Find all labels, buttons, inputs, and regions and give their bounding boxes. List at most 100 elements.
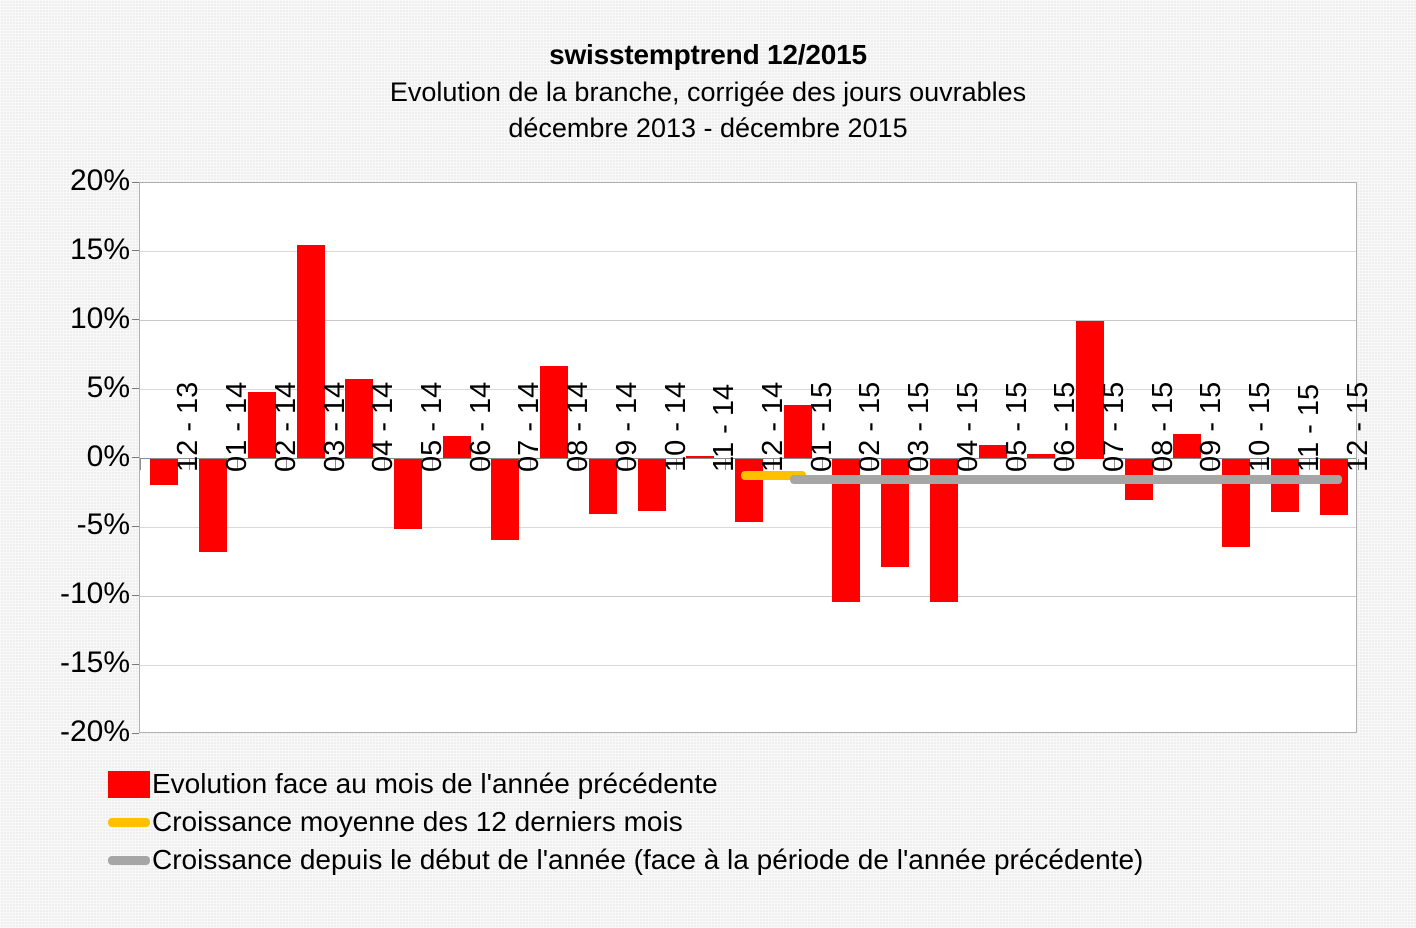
- x-axis-category-label: 01 - 14: [221, 381, 254, 472]
- x-axis-tick: [919, 458, 921, 470]
- y-axis-tick: [132, 525, 139, 527]
- x-axis-tick: [773, 458, 775, 470]
- gridline: [140, 595, 1356, 597]
- y-axis-tick-label: 5%: [86, 370, 130, 404]
- x-axis-tick: [1114, 458, 1116, 470]
- bar: [978, 444, 1007, 459]
- legend-swatch: [106, 769, 152, 799]
- x-axis-tick: [481, 458, 483, 470]
- gridline: [140, 389, 1356, 391]
- x-axis-tick: [140, 458, 141, 470]
- x-axis-category-label: 07 - 14: [513, 381, 546, 472]
- bar: [393, 458, 422, 529]
- bar: [491, 458, 520, 540]
- x-axis-tick: [1211, 458, 1213, 470]
- legend-item[interactable]: Evolution face au mois de l'année précéd…: [106, 766, 1386, 802]
- bar: [783, 404, 812, 459]
- x-axis-tick: [870, 458, 872, 470]
- y-axis-labels: 20% 15% 10% 5% 0% -5% -10% -15% -20%: [0, 0, 130, 928]
- bar: [1319, 458, 1348, 515]
- x-axis-tick: [578, 458, 580, 470]
- y-axis-tick: [132, 319, 139, 321]
- legend-item[interactable]: Croissance moyenne des 12 derniers mois: [106, 804, 1386, 840]
- x-axis-category-label: 05 - 15: [1000, 381, 1033, 472]
- x-axis-tick: [286, 458, 288, 470]
- legend-swatch: [106, 845, 152, 875]
- legend-item-label: Croissance moyenne des 12 derniers mois: [152, 806, 683, 837]
- legend-line-swatch-icon: [108, 817, 150, 827]
- bar: [199, 458, 228, 553]
- y-axis-tick: [132, 181, 139, 183]
- y-axis-tick-label: -20%: [59, 715, 130, 748]
- y-axis-tick: [132, 732, 139, 734]
- x-axis-tick: [237, 458, 239, 470]
- legend-line-swatch-icon: [108, 855, 150, 865]
- y-axis-tick: [132, 250, 139, 252]
- x-axis-tick: [627, 458, 629, 470]
- legend-swatch: [106, 807, 152, 837]
- legend-item-label: Evolution face au mois de l'année précéd…: [152, 768, 718, 799]
- legend-bar-swatch-icon: [108, 770, 150, 798]
- x-axis-tick: [968, 458, 970, 470]
- x-axis-category-label: 08 - 14: [562, 381, 595, 472]
- bar: [1076, 320, 1105, 459]
- bar: [296, 244, 325, 459]
- bar: [150, 458, 179, 485]
- x-axis-tick: [1358, 458, 1359, 470]
- bar: [1270, 458, 1299, 513]
- y-axis-tick-label: 10%: [69, 301, 130, 335]
- chart-titles: swisstemptrend 12/2015 Evolution de la b…: [0, 36, 1416, 146]
- x-axis-category-label: 10 - 14: [659, 381, 692, 472]
- x-axis-category-label: 04 - 14: [367, 381, 400, 472]
- x-axis-category-label: 03 - 14: [318, 381, 351, 472]
- gridline: [140, 526, 1356, 528]
- x-axis-category-label: 03 - 15: [903, 381, 936, 472]
- x-axis-category-label: 11 - 14: [708, 383, 741, 472]
- x-axis-tick: [334, 458, 336, 470]
- chart-subtitle-1: Evolution de la branche, corrigée des jo…: [389, 77, 1027, 107]
- bar: [345, 378, 374, 459]
- y-axis-tick-label: -10%: [59, 577, 130, 611]
- chart-legend: Evolution face au mois de l'année précéd…: [106, 766, 1386, 880]
- x-axis-category-label: 11 - 15: [1292, 383, 1325, 472]
- x-axis-tick: [1260, 458, 1262, 470]
- x-axis-tick: [1065, 458, 1067, 470]
- chart-title: swisstemptrend 12/2015: [549, 39, 867, 70]
- bar: [1222, 458, 1251, 547]
- bar: [735, 458, 763, 522]
- x-axis-category-label: 08 - 15: [1146, 381, 1179, 472]
- plot-area: [139, 182, 1359, 733]
- x-axis-tick: [383, 458, 385, 470]
- x-axis-category-label: 02 - 14: [269, 381, 302, 472]
- gridline: [140, 320, 1356, 322]
- y-axis-tick-label: -5%: [76, 508, 130, 542]
- x-axis-tick: [188, 458, 190, 470]
- y-axis-tick-label: 20%: [69, 164, 130, 197]
- x-axis-category-label: 01 - 15: [805, 381, 838, 472]
- x-axis-category-label: 12 - 15: [1341, 381, 1374, 472]
- chart-subtitle-2: décembre 2013 - décembre 2015: [508, 113, 908, 143]
- x-axis-tick: [1016, 458, 1018, 470]
- gridline: [140, 664, 1356, 666]
- legend-item-label: Croissance depuis le début de l'année (f…: [152, 844, 1144, 875]
- x-axis-tick: [1309, 458, 1311, 470]
- y-axis-tick: [132, 594, 139, 596]
- bar: [1173, 433, 1202, 459]
- x-axis-category-label: 07 - 15: [1098, 381, 1131, 472]
- y-axis-tick: [132, 663, 139, 665]
- gridline: [140, 251, 1356, 253]
- y-axis-tick: [132, 388, 139, 390]
- legend-item[interactable]: Croissance depuis le début de l'année (f…: [106, 842, 1386, 878]
- x-axis-category-label: 10 - 15: [1244, 381, 1277, 472]
- bar: [686, 455, 715, 459]
- x-axis-category-label: 06 - 15: [1049, 381, 1082, 472]
- ytd-line-segment: [789, 474, 1342, 484]
- y-axis-tick: [132, 457, 139, 458]
- bar: [637, 458, 666, 511]
- x-axis-category-label: 04 - 15: [951, 381, 984, 472]
- x-axis-category-label: 02 - 15: [854, 381, 887, 472]
- bar: [588, 458, 617, 514]
- avg12-line-segment: [741, 470, 806, 480]
